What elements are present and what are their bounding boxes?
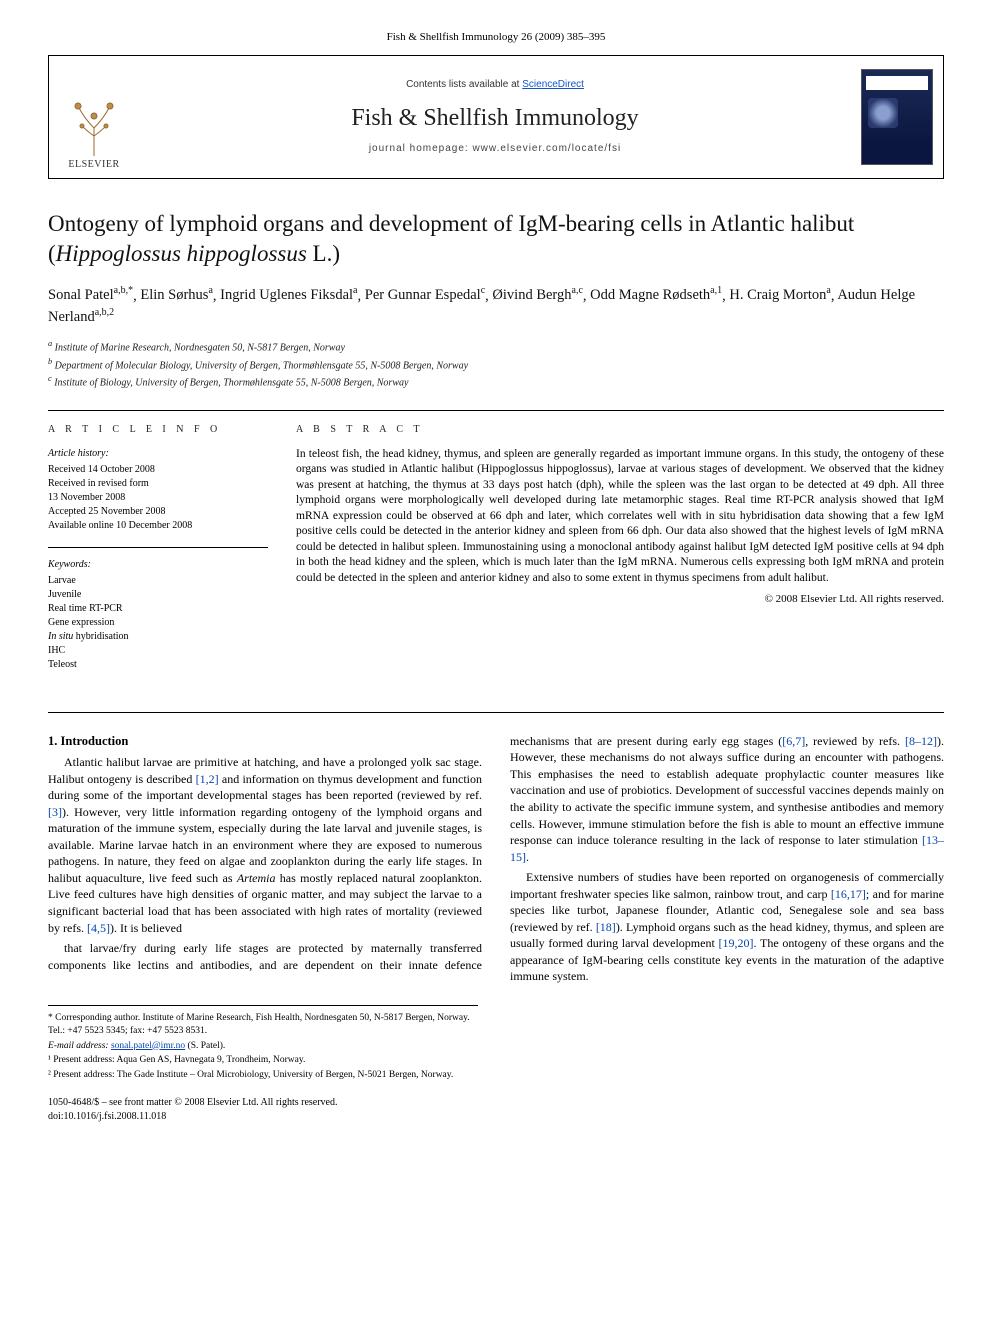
- keyword: Gene expression: [48, 616, 268, 630]
- journal-cover-thumbnail: [861, 69, 933, 165]
- keywords-block: Keywords: LarvaeJuvenileReal time RT-PCR…: [48, 558, 268, 672]
- author: Per Gunnar Espedalc: [365, 287, 485, 303]
- keyword: IHC: [48, 644, 268, 658]
- email-label: E-mail address:: [48, 1041, 109, 1051]
- author: Odd Magne Rødsetha,1: [590, 287, 722, 303]
- footnotes: * Corresponding author. Institute of Mar…: [48, 1005, 478, 1082]
- front-matter-line: 1050-4648/$ – see front matter © 2008 El…: [48, 1096, 944, 1123]
- email-line: E-mail address: sonal.patel@imr.no (S. P…: [48, 1040, 478, 1053]
- journal-cover-cell: [851, 56, 943, 178]
- journal-homepage-line: journal homepage: www.elsevier.com/locat…: [369, 142, 621, 156]
- copyright-line: 1050-4648/$ – see front matter © 2008 El…: [48, 1096, 944, 1110]
- article-info-column: A R T I C L E I N F O Article history: R…: [48, 423, 268, 686]
- author-list: Sonal Patela,b,*, Elin Sørhusa, Ingrid U…: [48, 285, 944, 329]
- author: Ingrid Uglenes Fiksdala: [220, 287, 357, 303]
- body-paragraph-1: Atlantic halibut larvae are primitive at…: [48, 754, 482, 936]
- article-info-heading: A R T I C L E I N F O: [48, 423, 268, 437]
- homepage-prefix: journal homepage:: [369, 143, 473, 154]
- history-line: Received in revised form: [48, 477, 268, 491]
- ref-link[interactable]: [8–12]: [905, 734, 937, 748]
- present-address-1: ¹ Present address: Aqua Gen AS, Havnegat…: [48, 1054, 478, 1067]
- ref-link[interactable]: [13–15]: [510, 833, 944, 864]
- contents-available-line: Contents lists available at ScienceDirec…: [406, 78, 584, 92]
- publisher-logo-cell: ELSEVIER: [49, 56, 139, 178]
- sciencedirect-link[interactable]: ScienceDirect: [522, 79, 584, 90]
- history-line: Available online 10 December 2008: [48, 519, 268, 533]
- keyword: Teleost: [48, 658, 268, 672]
- history-label: Article history:: [48, 447, 268, 461]
- section-heading: 1. Introduction: [48, 733, 482, 750]
- homepage-url: www.elsevier.com/locate/fsi: [472, 143, 621, 154]
- ref-link[interactable]: [18]: [596, 920, 616, 934]
- ref-link[interactable]: [16,17]: [831, 887, 866, 901]
- publisher-logo-label: ELSEVIER: [68, 158, 119, 172]
- corresponding-author-note: * Corresponding author. Institute of Mar…: [48, 1012, 478, 1038]
- abstract-copyright: © 2008 Elsevier Ltd. All rights reserved…: [296, 592, 944, 607]
- article-history-block: Article history: Received 14 October 200…: [48, 447, 268, 533]
- header-center: Contents lists available at ScienceDirec…: [139, 56, 851, 178]
- doi-line: doi:10.1016/j.fsi.2008.11.018: [48, 1110, 944, 1124]
- affiliation: a Institute of Marine Research, Nordnesg…: [48, 338, 944, 355]
- keyword: Juvenile: [48, 588, 268, 602]
- body-text: 1. Introduction Atlantic halibut larvae …: [48, 733, 944, 985]
- history-line: 13 November 2008: [48, 491, 268, 505]
- journal-header-box: ELSEVIER Contents lists available at Sci…: [48, 55, 944, 179]
- author: H. Craig Mortona: [729, 287, 831, 303]
- elsevier-tree-icon: [70, 98, 118, 156]
- body-paragraph-3: Extensive numbers of studies have been r…: [510, 869, 944, 985]
- email-link[interactable]: sonal.patel@imr.no: [111, 1041, 185, 1051]
- section-number: 1.: [48, 734, 57, 748]
- ref-link[interactable]: [3]: [48, 805, 62, 819]
- section-title: Introduction: [61, 734, 129, 748]
- abstract-heading: A B S T R A C T: [296, 423, 944, 437]
- keyword: Larvae: [48, 574, 268, 588]
- contents-prefix: Contents lists available at: [406, 79, 522, 90]
- author: Elin Sørhusa: [140, 287, 213, 303]
- present-address-2: ² Present address: The Gade Institute – …: [48, 1069, 478, 1082]
- ref-link[interactable]: [19,20]: [719, 936, 754, 950]
- abstract-text: In teleost fish, the head kidney, thymus…: [296, 447, 944, 587]
- affiliation: b Department of Molecular Biology, Unive…: [48, 356, 944, 373]
- journal-name: Fish & Shellfish Immunology: [351, 102, 638, 134]
- author: Øivind Bergha,c: [492, 287, 582, 303]
- ref-link[interactable]: [1,2]: [196, 772, 219, 786]
- ref-link[interactable]: [6,7]: [782, 734, 805, 748]
- history-line: Received 14 October 2008: [48, 463, 268, 477]
- email-whom: (S. Patel).: [188, 1041, 226, 1051]
- article-title: Ontogeny of lymphoid organs and developm…: [48, 209, 944, 269]
- affiliation-list: a Institute of Marine Research, Nordnesg…: [48, 338, 944, 390]
- keywords-label: Keywords:: [48, 558, 268, 572]
- journal-reference: Fish & Shellfish Immunology 26 (2009) 38…: [48, 30, 944, 45]
- keyword: In situ hybridisation: [48, 630, 268, 644]
- author: Sonal Patela,b,*: [48, 287, 133, 303]
- ref-link[interactable]: [4,5]: [87, 921, 110, 935]
- history-line: Accepted 25 November 2008: [48, 505, 268, 519]
- keyword: Real time RT-PCR: [48, 602, 268, 616]
- abstract-column: A B S T R A C T In teleost fish, the hea…: [296, 423, 944, 686]
- affiliation: c Institute of Biology, University of Be…: [48, 373, 944, 390]
